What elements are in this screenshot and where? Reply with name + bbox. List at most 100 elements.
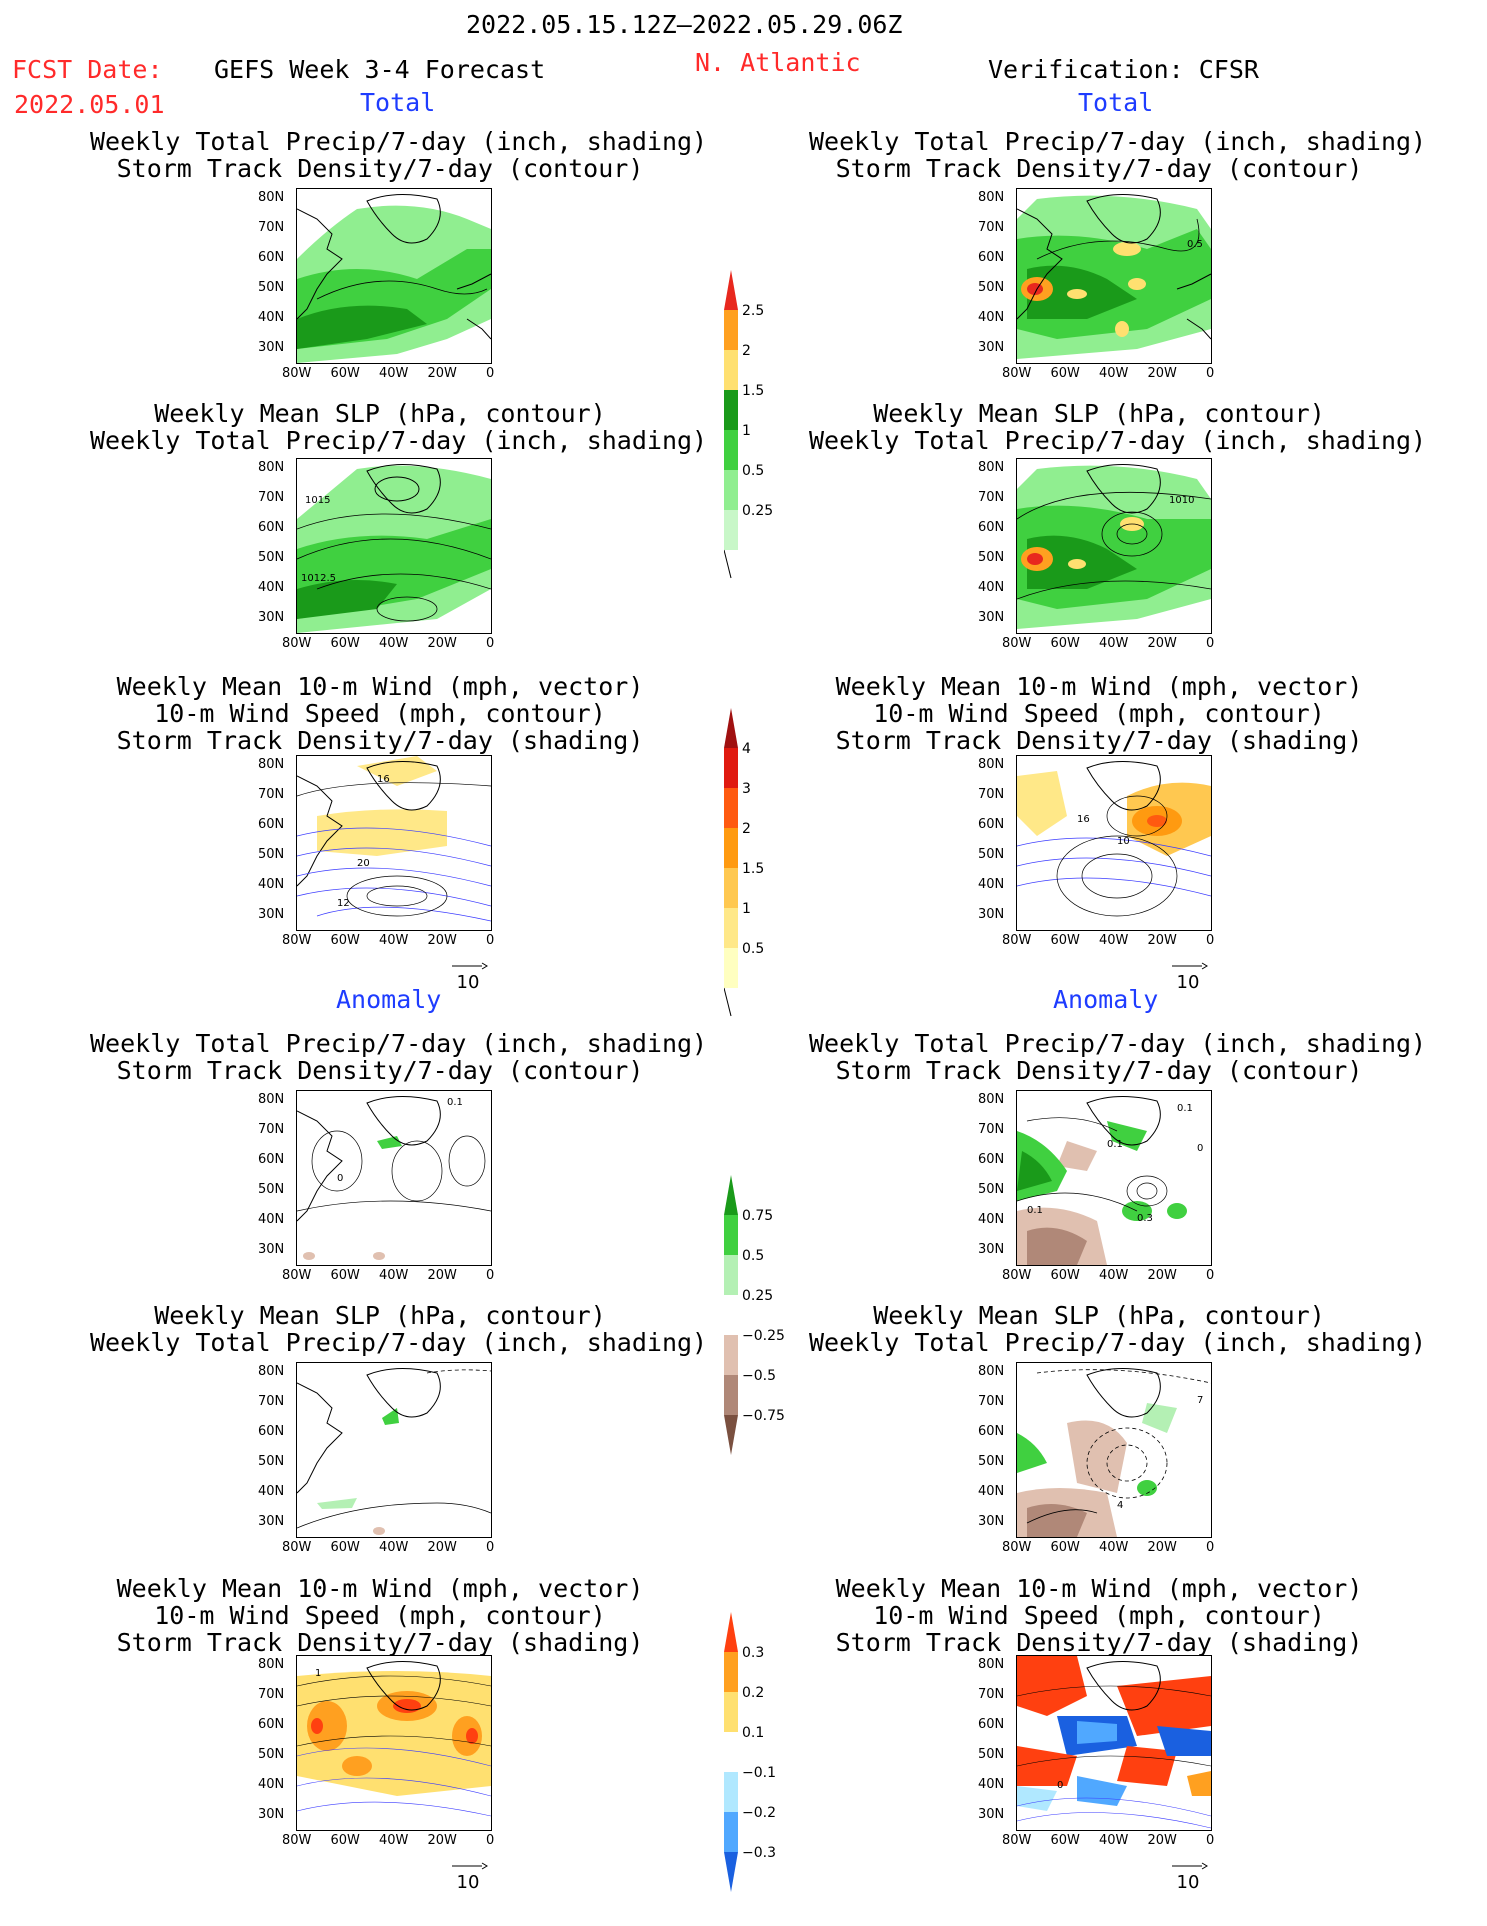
colorbar-label: 0.3 <box>742 1645 764 1661</box>
lon-tick-label: 20W <box>1147 1268 1177 1283</box>
total-label-left: Total <box>360 88 436 117</box>
colorbar-segment <box>724 828 738 868</box>
lat-tick-label: 80N <box>258 1364 285 1379</box>
lon-tick-label: 20W <box>427 1268 457 1283</box>
colorbar-segment <box>724 1692 738 1732</box>
lat-tick-label: 70N <box>978 1394 1005 1409</box>
lat-tick-label: 70N <box>258 1122 285 1137</box>
lon-tick-label: 0 <box>1206 636 1215 651</box>
lat-tick-label: 40N <box>978 310 1005 325</box>
colorbar-label: 0.1 <box>742 1725 764 1741</box>
colorbar-segment <box>724 350 738 390</box>
colorbar-segment <box>724 1415 738 1455</box>
lat-tick-label: 80N <box>258 460 285 475</box>
title-gefs-anom-slp: Weekly Mean SLP (hPa, contour) Weekly To… <box>90 1301 708 1357</box>
colorbar-label: 0.5 <box>742 941 764 957</box>
colorbar-segment <box>724 1652 738 1692</box>
total-label-right: Total <box>1078 88 1154 117</box>
lon-tick-label: 60W <box>1050 1540 1080 1555</box>
anomaly-label-right: Anomaly <box>1053 985 1159 1014</box>
fcst-date-label: FCST Date: <box>12 55 163 84</box>
coastline-americas <box>297 208 343 320</box>
colorbar-segment <box>724 470 738 510</box>
map-gefs-total-slp: 1015 1012.5 <box>296 458 492 634</box>
lon-tick-label: 20W <box>1147 1833 1177 1848</box>
lat-tick-label: 50N <box>978 1747 1005 1762</box>
lat-tick-label: 40N <box>978 1484 1005 1499</box>
lat-tick-label: 80N <box>978 757 1005 772</box>
precip-shade-dark <box>297 305 427 349</box>
svg-text:16: 16 <box>377 774 390 785</box>
colorbar-segment <box>724 1175 738 1215</box>
lat-tick-label: 50N <box>978 1454 1005 1469</box>
title-cfsr-anom-precip: Weekly Total Precip/7-day (inch, shading… <box>809 1029 1427 1085</box>
lat-tick-label: 40N <box>258 580 285 595</box>
colorbar-segment <box>724 1772 738 1812</box>
colorbar-segment <box>724 1375 738 1415</box>
title-cfsr-anom-slp: Weekly Mean SLP (hPa, contour) Weekly To… <box>809 1301 1427 1357</box>
contour-label: 0.5 <box>1187 239 1203 250</box>
lon-tick-label: 80W <box>282 636 312 651</box>
lat-tick-label: 70N <box>258 220 285 235</box>
lon-tick-label: 60W <box>1050 1268 1080 1283</box>
lon-tick-label: 40W <box>1099 1833 1129 1848</box>
period-title: 2022.05.15.12Z–2022.05.29.06Z <box>466 10 903 39</box>
lon-tick-label: 40W <box>379 933 409 948</box>
lat-tick-label: 30N <box>258 907 285 922</box>
storm-contour <box>316 280 488 300</box>
lat-tick-label: 40N <box>258 1212 285 1227</box>
map-cfsr-anom-slp: 7 4 <box>1016 1362 1212 1538</box>
lat-tick-label: 60N <box>978 520 1005 535</box>
lat-tick-label: 60N <box>258 250 285 265</box>
lon-tick-label: 20W <box>427 1540 457 1555</box>
lat-tick-label: 70N <box>978 490 1005 505</box>
lat-tick-label: 50N <box>258 550 285 565</box>
lon-tick-label: 40W <box>379 1833 409 1848</box>
svg-text:12: 12 <box>337 898 350 909</box>
svg-text:7: 7 <box>1197 1395 1203 1406</box>
lat-tick-label: 60N <box>978 250 1005 265</box>
colorbar-segment <box>724 1612 738 1652</box>
colorbar-label: 0.5 <box>742 463 764 479</box>
svg-text:0: 0 <box>1197 1143 1203 1154</box>
map-gefs-anom-slp <box>296 1362 492 1538</box>
map-cfsr-total-wind: 16 10 <box>1016 755 1212 931</box>
colorbar-segment <box>724 908 738 948</box>
lon-tick-label: 0 <box>486 366 495 381</box>
colorbar-label: 2 <box>742 343 751 359</box>
map-cfsr-total-precip: 0.5 <box>1016 188 1212 364</box>
colorbar-segment <box>724 1215 738 1255</box>
vector-ref-gefs-total: 10 <box>448 960 488 993</box>
colorbar-segment <box>724 1812 738 1852</box>
lat-tick-label: 50N <box>978 550 1005 565</box>
lat-tick-label: 40N <box>978 1777 1005 1792</box>
map-gefs-anom-wind: 1 <box>296 1655 492 1831</box>
colorbar-label: 0.5 <box>742 1248 764 1264</box>
colorbar-label: 3 <box>742 781 751 797</box>
colorbar-label: −0.1 <box>742 1765 776 1781</box>
svg-text:0: 0 <box>1057 1780 1063 1791</box>
lon-tick-label: 20W <box>1147 636 1177 651</box>
svg-text:1012.5: 1012.5 <box>301 573 336 584</box>
title-gefs-anom-precip: Weekly Total Precip/7-day (inch, shading… <box>90 1029 708 1085</box>
colorbar-label: −0.25 <box>742 1328 785 1344</box>
colorbar-label: −0.5 <box>742 1368 776 1384</box>
lon-tick-label: 60W <box>330 1833 360 1848</box>
lat-tick-label: 60N <box>258 520 285 535</box>
colorbar-label: 0.2 <box>742 1685 764 1701</box>
lon-tick-label: 80W <box>1002 1833 1032 1848</box>
svg-text:10: 10 <box>1117 836 1130 847</box>
lat-tick-label: 30N <box>258 1242 285 1257</box>
colorbar-tail <box>723 987 732 1017</box>
lon-tick-label: 0 <box>1206 1268 1215 1283</box>
title-gefs-total-wind: Weekly Mean 10-m Wind (mph, vector) 10-m… <box>116 672 644 755</box>
colorbar-segment <box>724 868 738 908</box>
lat-tick-label: 40N <box>978 580 1005 595</box>
lon-tick-label: 0 <box>486 1268 495 1283</box>
lat-tick-label: 70N <box>978 787 1005 802</box>
colorbar-segment <box>724 948 738 988</box>
map-cfsr-anom-wind: 0 <box>1016 1655 1212 1831</box>
title-cfsr-total-precip: Weekly Total Precip/7-day (inch, shading… <box>809 127 1427 183</box>
colorbar-label: 1 <box>742 901 751 917</box>
svg-text:1010: 1010 <box>1169 495 1194 506</box>
